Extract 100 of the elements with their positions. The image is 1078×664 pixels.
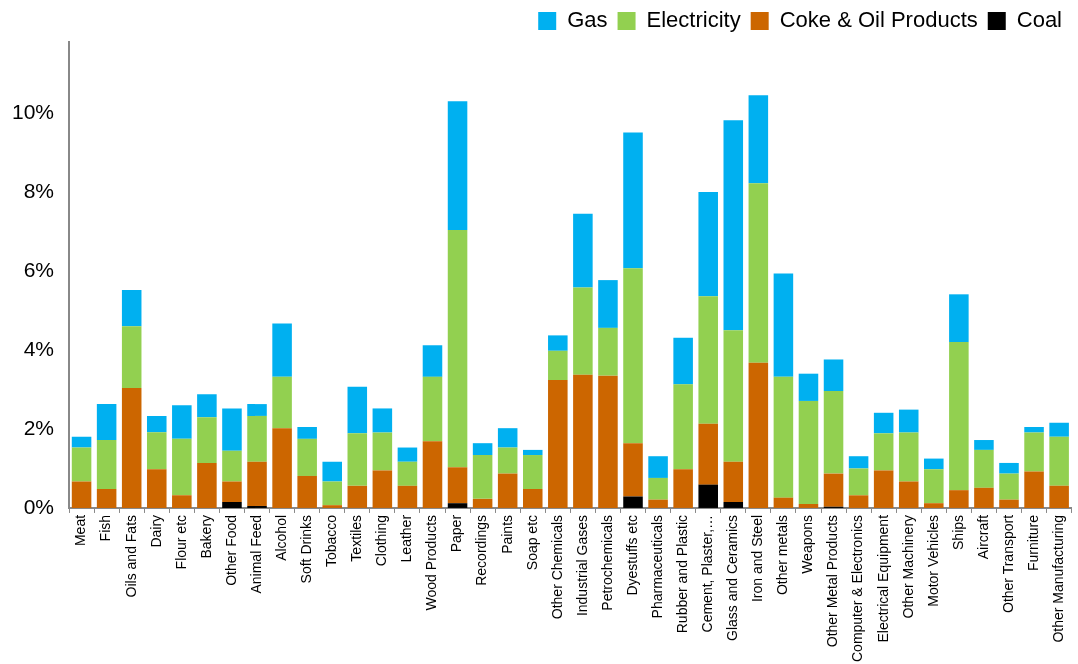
bar <box>623 443 643 497</box>
bar <box>422 376 443 442</box>
y-tick-label: 0% <box>23 494 55 518</box>
bar <box>974 440 994 450</box>
bar <box>96 488 117 508</box>
bar <box>397 485 418 508</box>
y-tick-label: 6% <box>23 257 55 281</box>
x-tick-label: Electrical Equipment <box>874 514 891 643</box>
bar <box>347 485 368 508</box>
x-tick-label: Pharmaceuticals <box>648 514 665 619</box>
bar <box>999 473 1019 500</box>
bar <box>974 487 994 508</box>
bar <box>297 475 317 508</box>
bar <box>322 505 342 508</box>
x-tick-label: Rubber and Plastic <box>674 514 690 634</box>
x-tick-label: Wood Products <box>423 514 440 611</box>
bar <box>297 427 317 439</box>
bar <box>71 447 92 482</box>
bar <box>748 362 769 508</box>
x-tick-label: Oils and Fats <box>122 514 139 598</box>
x-tick-label: Cement, Plaster,… <box>699 514 716 633</box>
x-tick-label: Flour etc <box>172 514 189 570</box>
bar <box>999 499 1019 508</box>
x-tick-label: Animal Feed <box>247 514 264 594</box>
x-tick-label: Industrial Gases <box>573 514 590 617</box>
x-tick-label: Glass and Ceramics <box>724 514 741 641</box>
bar <box>1024 427 1044 433</box>
bar <box>798 373 819 401</box>
bar <box>96 404 117 441</box>
bar <box>823 359 844 392</box>
x-tick-label: Aircraft <box>974 514 991 560</box>
x-tick-label: Other Metal Products <box>824 514 841 648</box>
x-tick-label: Ships <box>949 514 966 550</box>
bar <box>598 327 618 376</box>
x-tick-label: Other Chemicals <box>548 514 565 620</box>
x-tick-label: Textiles <box>348 514 365 562</box>
bar <box>197 394 217 418</box>
x-tick-label: Weapons <box>799 514 816 574</box>
bar <box>96 440 117 489</box>
bar <box>297 438 317 476</box>
bar <box>447 229 468 468</box>
bar <box>898 432 919 482</box>
bar <box>548 335 568 351</box>
bar <box>172 495 192 508</box>
bar <box>573 287 593 375</box>
x-tick-label: Paints <box>498 514 515 554</box>
x-tick-label: Dyestuffs etc <box>623 514 640 596</box>
bar <box>247 415 267 462</box>
bar <box>222 502 242 508</box>
bar <box>873 412 894 434</box>
bar <box>623 268 643 444</box>
bar <box>372 432 393 471</box>
bar <box>247 461 267 506</box>
bar <box>472 455 493 499</box>
bar <box>999 462 1019 474</box>
bar <box>71 481 92 508</box>
x-tick-label: Motor Vehicles <box>924 514 941 607</box>
bar <box>548 350 568 381</box>
x-tick-label: Soap etc <box>523 514 540 571</box>
x-tick-label: Leather <box>398 514 415 563</box>
x-tick-label: Other Manufacturing <box>1049 514 1066 643</box>
x-tick-label: Furniture <box>1024 514 1041 571</box>
bar <box>648 456 668 478</box>
bar <box>673 469 693 508</box>
bar <box>898 481 919 508</box>
bar <box>347 433 368 486</box>
x-tick-label: Tobacco <box>323 514 340 568</box>
bar <box>924 458 944 470</box>
legend-label: Electricity <box>646 7 741 33</box>
bar <box>798 504 819 508</box>
bar <box>823 473 844 507</box>
x-tick-label: Other Transport <box>999 514 1016 613</box>
bar <box>773 376 794 498</box>
y-tick-label: 4% <box>23 336 55 360</box>
bar <box>347 386 368 434</box>
bar <box>447 467 468 504</box>
x-tick-label: Other metals <box>774 514 791 596</box>
bar <box>472 443 493 456</box>
x-tick-label: Bakery <box>197 514 214 559</box>
bar <box>924 503 944 508</box>
bar <box>372 470 393 508</box>
bar <box>748 183 769 363</box>
bar <box>648 499 668 508</box>
legend-label: Coal <box>1016 7 1062 33</box>
bar <box>848 468 869 496</box>
bar <box>222 450 242 482</box>
bar <box>447 101 468 230</box>
bar <box>974 449 994 488</box>
bar <box>522 488 543 508</box>
bar <box>372 408 393 433</box>
bar <box>723 120 744 331</box>
bar <box>924 469 944 504</box>
bar <box>598 375 618 508</box>
bar <box>848 495 869 508</box>
bar <box>522 455 543 489</box>
bar <box>698 423 718 485</box>
bar <box>522 449 543 456</box>
bar <box>121 326 142 388</box>
bar <box>1024 471 1044 508</box>
bar <box>71 436 92 448</box>
